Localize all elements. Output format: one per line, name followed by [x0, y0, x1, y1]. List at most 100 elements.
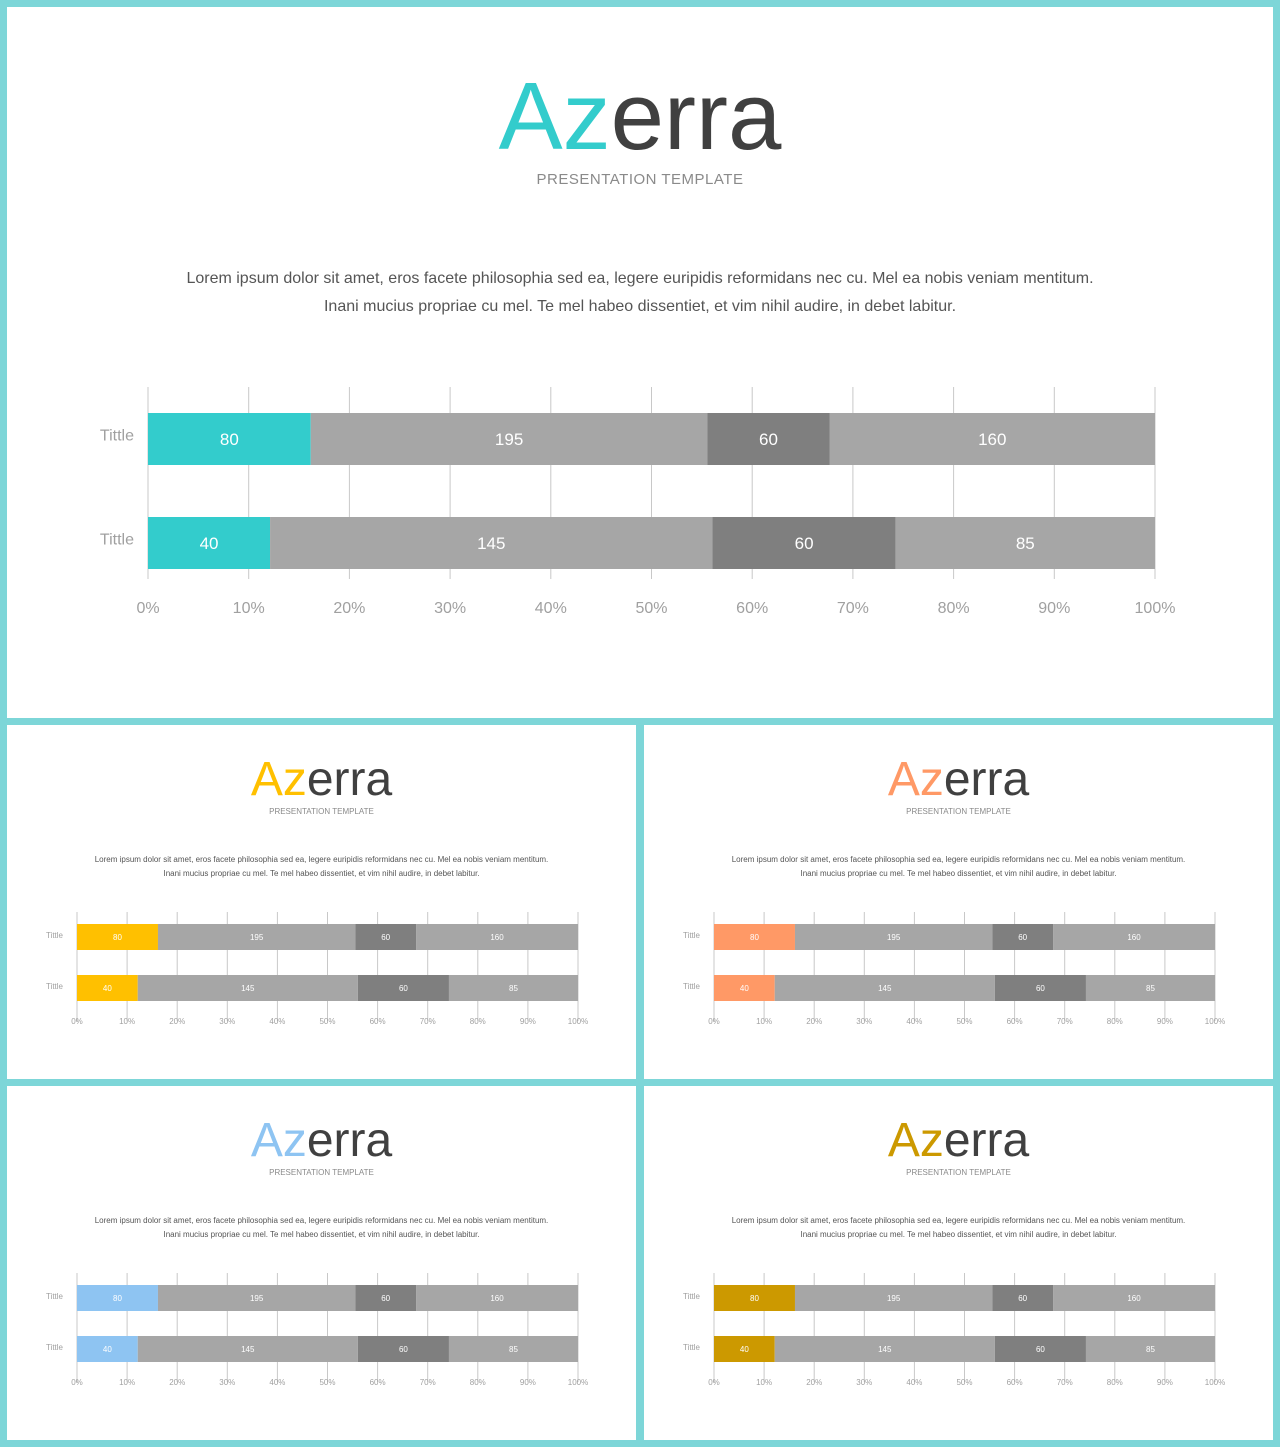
bar-segment	[416, 924, 578, 950]
x-tick-label: 60%	[370, 1378, 386, 1387]
logo: Azerra	[7, 753, 636, 807]
x-tick-label: 70%	[837, 600, 869, 617]
bar-segment	[357, 975, 449, 1001]
data-label: 60	[1036, 984, 1045, 993]
x-tick-label: 100%	[568, 1017, 588, 1026]
bar-segment	[77, 1336, 138, 1362]
body-text: Lorem ipsum dolor sit amet, eros facete …	[7, 853, 636, 881]
body-text: Lorem ipsum dolor sit amet, eros facete …	[7, 265, 1273, 321]
x-tick-label: 80%	[1107, 1378, 1123, 1387]
data-label: 160	[490, 933, 504, 942]
data-label: 80	[113, 1294, 122, 1303]
bar-segment	[1053, 924, 1215, 950]
subtitle: PRESENTATION TEMPLATE	[269, 1168, 374, 1177]
slide-blue: Azerra PRESENTATION TEMPLATE Lorem ipsum…	[7, 1086, 636, 1440]
stacked-bar-chart: 0% 10% 20% 30% 40% 50% 60% 70% 80% 90% 100% 80 195 60…	[100, 387, 1176, 617]
x-tick-label: 50%	[319, 1378, 335, 1387]
data-label: 60	[381, 933, 390, 942]
data-label: 60	[381, 1294, 390, 1303]
x-tick-label: 70%	[1057, 1017, 1073, 1026]
logo: Azerra	[644, 753, 1273, 807]
body-text: Lorem ipsum dolor sit amet, eros facete …	[644, 853, 1273, 881]
x-tick-label: 30%	[434, 600, 466, 617]
bar-segment	[137, 975, 358, 1001]
x-tick-label: 10%	[119, 1378, 135, 1387]
bar-segment	[357, 1336, 449, 1362]
x-tick-label: 30%	[856, 1378, 872, 1387]
data-label: 60	[399, 1345, 408, 1354]
bar-segment	[416, 1285, 578, 1311]
logo-accent: Az	[887, 1114, 944, 1167]
x-tick-label: 30%	[219, 1017, 235, 1026]
x-tick-label: 20%	[806, 1378, 822, 1387]
category-label: Tittle	[100, 428, 134, 445]
x-tick-label: 20%	[169, 1378, 185, 1387]
bar-segment	[355, 1285, 417, 1311]
bar-segment	[774, 975, 995, 1001]
stacked-bar-chart: 0% 10% 20% 30% 40% 50% 60% 70% 80% 90% 100% 80 195 60…	[683, 912, 1225, 1026]
category-label: Tittle	[683, 1292, 701, 1301]
stacked-bar-chart: 0% 10% 20% 30% 40% 50% 60% 70% 80% 90% 100% 80 195 60…	[46, 1273, 588, 1387]
x-tick-label: 70%	[420, 1378, 436, 1387]
x-tick-label: 40%	[906, 1378, 922, 1387]
data-label: 145	[241, 1345, 255, 1354]
x-tick-label: 90%	[520, 1378, 536, 1387]
data-label: 60	[1036, 1345, 1045, 1354]
data-label: 145	[878, 984, 892, 993]
bar-segment	[992, 924, 1054, 950]
x-tick-label: 40%	[269, 1017, 285, 1026]
x-tick-label: 80%	[938, 600, 970, 617]
bar-segment	[355, 924, 417, 950]
x-tick-label: 80%	[1107, 1017, 1123, 1026]
bar-segment	[148, 413, 311, 465]
data-label: 160	[1127, 933, 1141, 942]
data-label: 40	[103, 1345, 112, 1354]
category-label: Tittle	[683, 931, 701, 940]
data-label: 40	[103, 984, 112, 993]
x-tick-label: 20%	[806, 1017, 822, 1026]
data-label: 60	[399, 984, 408, 993]
bar-segment	[157, 1285, 356, 1311]
x-tick-label: 20%	[169, 1017, 185, 1026]
body-line-1: Lorem ipsum dolor sit amet, eros facete …	[186, 270, 1094, 287]
category-label: Tittle	[46, 1292, 64, 1301]
bar-segment	[994, 1336, 1086, 1362]
x-tick-label: 0%	[708, 1378, 720, 1387]
bar-segment	[712, 517, 896, 569]
x-tick-label: 50%	[956, 1378, 972, 1387]
x-tick-label: 100%	[1135, 600, 1176, 617]
x-tick-label: 70%	[1057, 1378, 1073, 1387]
data-label: 195	[887, 933, 901, 942]
x-tick-label: 50%	[319, 1017, 335, 1026]
logo-accent: Az	[498, 63, 611, 170]
bar-segment	[1085, 975, 1215, 1001]
x-tick-label: 0%	[71, 1378, 83, 1387]
data-label: 60	[759, 430, 778, 449]
category-label: Tittle	[46, 931, 64, 940]
data-label: 145	[878, 1345, 892, 1354]
x-tick-label: 0%	[708, 1017, 720, 1026]
x-tick-label: 90%	[1038, 600, 1070, 617]
category-label: Tittle	[46, 1343, 64, 1352]
data-label: 195	[250, 933, 264, 942]
data-label: 40	[740, 984, 749, 993]
data-label: 145	[241, 984, 255, 993]
x-tick-label: 100%	[1205, 1017, 1225, 1026]
data-label: 60	[795, 534, 814, 553]
x-tick-label: 40%	[535, 600, 567, 617]
body-line-1: Lorem ipsum dolor sit amet, eros facete …	[94, 1216, 549, 1225]
category-label: Tittle	[46, 982, 64, 991]
data-label: 80	[750, 933, 759, 942]
category-label: Tittle	[683, 982, 701, 991]
stacked-bar-chart: 0% 10% 20% 30% 40% 50% 60% 70% 80% 90% 100% 80 195 60…	[683, 1273, 1225, 1387]
data-label: 80	[113, 933, 122, 942]
x-tick-label: 20%	[333, 600, 365, 617]
x-tick-label: 10%	[119, 1017, 135, 1026]
body-line-1: Lorem ipsum dolor sit amet, eros facete …	[731, 1216, 1186, 1225]
logo-rest: erra	[943, 1114, 1030, 1167]
x-tick-label: 40%	[269, 1378, 285, 1387]
bar-segment	[310, 413, 708, 465]
data-label: 85	[509, 984, 518, 993]
data-label: 60	[1018, 1294, 1027, 1303]
logo-accent: Az	[250, 1114, 307, 1167]
